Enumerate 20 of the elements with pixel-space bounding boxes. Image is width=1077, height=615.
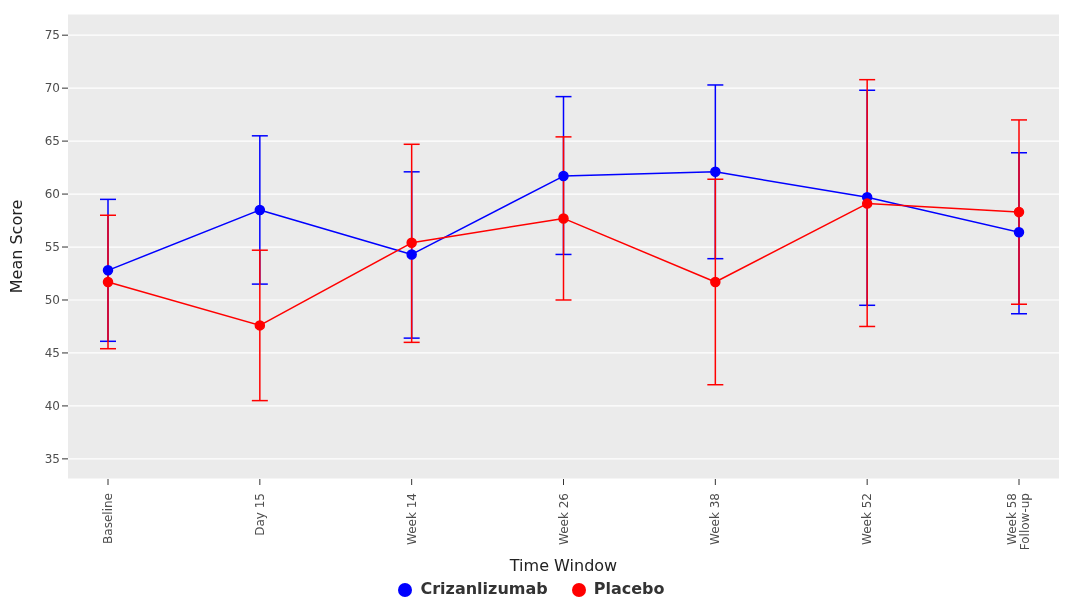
y-tick-label: 35	[44, 452, 60, 467]
legend-label: Crizanlizumab	[420, 579, 548, 598]
x-tick-label: Day 15	[252, 493, 267, 536]
y-tick-label: 70	[44, 81, 60, 96]
y-tick-label: 45	[44, 346, 60, 361]
y-tick-label: 50	[44, 293, 60, 308]
y-tick-label: 55	[44, 240, 60, 255]
y-tick-label: 40	[44, 399, 60, 414]
x-tick-label: Week 38	[708, 493, 723, 545]
legend-label: Placebo	[593, 579, 665, 598]
y-tick-label: 65	[44, 134, 60, 149]
y-tick-label: 75	[44, 28, 60, 43]
y-tick-label: 60	[44, 187, 60, 202]
x-tick-label: Baseline	[101, 493, 115, 544]
x-tick-label: Week 14	[404, 493, 419, 545]
x-tick-label: Week 58 Follow-up	[1005, 493, 1032, 551]
x-axis-title: Time Window	[508, 556, 618, 575]
x-tick-label: Week 52	[860, 493, 875, 545]
y-axis-title: Mean Score	[6, 199, 26, 294]
x-tick-label: Week 26	[556, 493, 571, 545]
